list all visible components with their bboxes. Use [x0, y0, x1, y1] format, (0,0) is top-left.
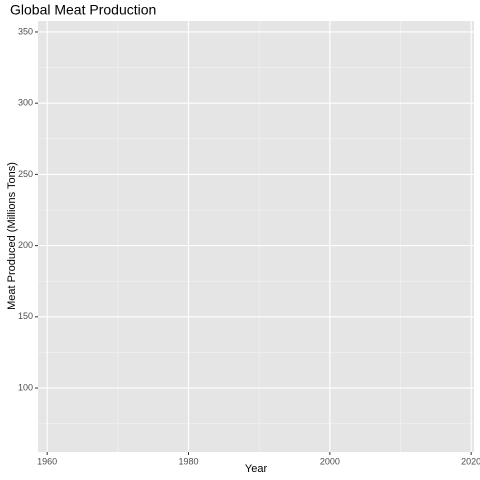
x-tick-label: 1960 [37, 456, 57, 466]
x-tick-label: 1980 [178, 456, 198, 466]
y-tick-label: 250 [18, 169, 33, 179]
y-tick-label: 200 [18, 240, 33, 250]
y-tick-label: 100 [18, 382, 33, 392]
chart-title: Global Meat Production [10, 2, 156, 18]
x-tick-label: 2000 [320, 456, 340, 466]
y-tick-label: 300 [18, 98, 33, 108]
panel [38, 21, 474, 452]
y-tick-label: 150 [18, 311, 33, 321]
y-tick-label: 350 [18, 26, 33, 36]
x-tick-label: 2020 [461, 456, 480, 466]
x-axis-title: Year [245, 463, 268, 475]
y-axis-title: Meat Produced (Millions Tons) [6, 162, 18, 310]
